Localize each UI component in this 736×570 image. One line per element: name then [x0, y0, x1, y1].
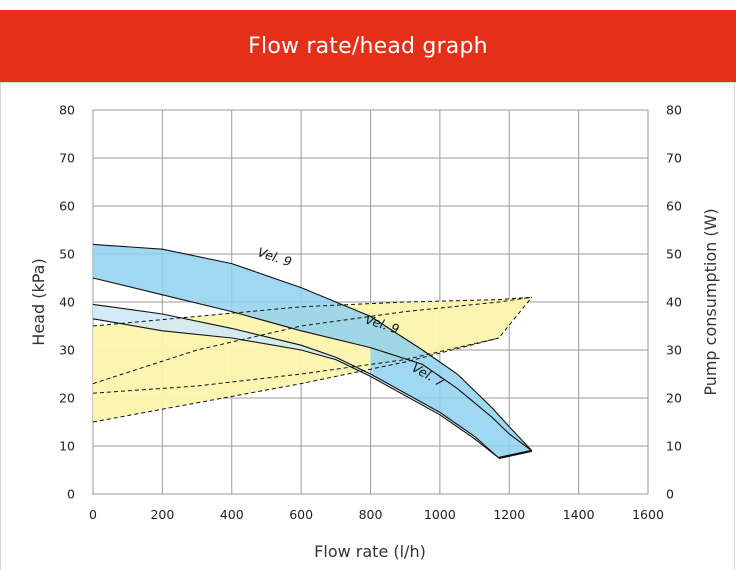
title-separator	[0, 82, 736, 83]
page-title: Flow rate/head graph	[248, 33, 488, 59]
y2-tick-label: 20	[666, 391, 682, 406]
y-tick-label: 60	[59, 199, 75, 214]
y2-tick-label: 60	[666, 199, 682, 214]
y2-axis-label: Pump consumption (W)	[701, 208, 720, 395]
power-curve	[92, 296, 533, 394]
power-curve	[92, 296, 532, 327]
x-tick-label: 400	[220, 507, 244, 522]
y-tick-label: 0	[67, 487, 75, 502]
y2-tick-label: 80	[666, 103, 682, 118]
y2-tick-label: 40	[666, 295, 682, 310]
x-tick-label: 0	[89, 507, 97, 522]
y-tick-label: 30	[59, 343, 75, 358]
x-tick-label: 1200	[493, 507, 525, 522]
title-bar: Flow rate/head graph	[0, 10, 736, 82]
y-tick-label: 70	[59, 151, 75, 166]
y-tick-label: 50	[59, 247, 75, 262]
chart-frame	[0, 10, 735, 570]
x-tick-label: 1000	[424, 507, 456, 522]
y-tick-label: 20	[59, 391, 75, 406]
curve-lines	[92, 243, 533, 460]
vel7-band-fill	[93, 304, 499, 458]
y2-tick-label: 70	[666, 151, 682, 166]
curve-fills	[93, 244, 532, 458]
y2-tick-label: 50	[666, 247, 682, 262]
x-axis-label: Flow rate (l/h)	[314, 542, 426, 561]
head-curve	[92, 318, 500, 459]
x-tick-label: 200	[150, 507, 174, 522]
curve-label: Vel. 9	[256, 244, 294, 269]
head-curve	[92, 243, 533, 452]
y-tick-label: 80	[59, 103, 75, 118]
y2-tick-label: 10	[666, 439, 682, 454]
grid	[92, 109, 649, 495]
y2-tick-label: 30	[666, 343, 682, 358]
y-axis-label: Head (kPa)	[29, 258, 48, 345]
vel9-band-fill	[93, 244, 532, 451]
x-tick-label: 1600	[632, 507, 664, 522]
head-curve	[92, 303, 500, 459]
y-tick-label: 40	[59, 295, 75, 310]
head-curve	[92, 277, 533, 452]
plot-border	[92, 109, 649, 495]
mid-band-fill	[370, 347, 532, 458]
y2-tick-label: 0	[666, 487, 674, 502]
x-tick-label: 1400	[563, 507, 595, 522]
y-tick-label: 10	[59, 439, 75, 454]
power-curve	[92, 337, 499, 423]
x-tick-label: 800	[359, 507, 383, 522]
x-tick-label: 600	[289, 507, 313, 522]
head-curve	[498, 449, 533, 460]
power-curve	[92, 296, 532, 385]
